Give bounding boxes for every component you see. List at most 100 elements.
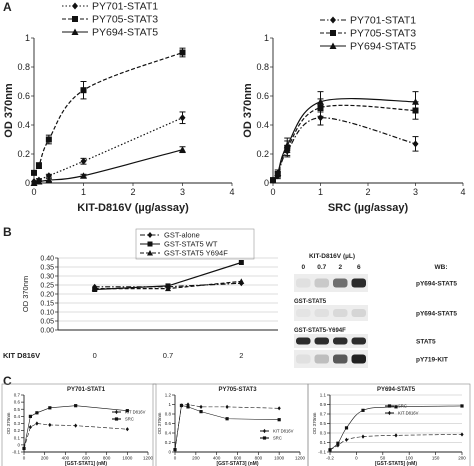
panel-label-a: A (3, 0, 12, 14)
x-axis-label: [GST-STAT3] (nM) (216, 461, 258, 466)
x-tick-label: 3 (180, 187, 185, 197)
legend-marker (387, 410, 392, 416)
blot-band (296, 354, 311, 364)
x-category-label: 2 (239, 351, 243, 360)
data-point (412, 98, 419, 105)
series-gst-stat5-y694f (91, 278, 245, 292)
series-py705-stat3 (31, 47, 186, 176)
series-line (272, 98, 416, 181)
x-axis-label: SRC (µg/assay) (328, 202, 409, 214)
y-tick-label: 0.6 (17, 91, 30, 101)
data-point (460, 404, 464, 408)
legend-label: SRC (398, 403, 407, 408)
blot-band (314, 278, 329, 288)
series-py694-stat5 (269, 91, 419, 184)
chart-a1: 0 0.2 0.4 0.6 0.8 1 0 1 2 3 4 KIT-D816V (µg/assay) O… (3, 1, 235, 214)
data-point (125, 409, 129, 413)
blot-header: KIT-D816V (µL) (309, 253, 355, 260)
y-tick-label: 0.7 (14, 393, 21, 398)
data-point (283, 141, 291, 149)
data-point (179, 403, 184, 408)
blot-wb-label: WB: (435, 264, 448, 271)
x-tick-label: 400 (62, 456, 70, 461)
y-axis-label: OD 370nm (242, 83, 254, 138)
data-point (269, 176, 277, 184)
legend-label: PY694-STAT5 (350, 41, 416, 53)
y-tick-label: 0.5 (14, 407, 21, 412)
data-point (35, 411, 39, 415)
x-tick-label: 50 (380, 456, 386, 461)
x-axis-label: KIT-D816V (µg/assay) (77, 202, 189, 214)
legend-marker (114, 409, 119, 415)
y-tick-label: 1 (168, 402, 171, 407)
x-tick-label: 3 (413, 187, 418, 197)
chart-a2: 0 0.2 0.4 0.6 0.8 1 0 1 2 3 4 SRC (µg/assay) OD 370n… (242, 15, 466, 214)
blot-lane-label: 0 (301, 264, 305, 271)
series-line (329, 405, 463, 451)
blot-row-label: STAT5 (416, 339, 436, 346)
blot-strip (294, 305, 368, 321)
data-point (412, 140, 419, 148)
x-category-label: 0.7 (163, 351, 173, 360)
x-tick-label: 1 (318, 187, 323, 197)
data-point (394, 405, 398, 409)
data-point (317, 98, 324, 105)
legend: SRC KIT D816V (385, 403, 419, 415)
data-point (238, 278, 245, 284)
x-tick-label: 100 (405, 456, 413, 461)
x-tick-label: 200 (192, 456, 200, 461)
blot-row-label: pY694-STAT5 (416, 281, 457, 288)
y-tick-label: 0.10 (40, 309, 54, 316)
y-tick-label: 0.2 (165, 440, 172, 445)
data-point (179, 146, 186, 153)
y-tick-label: 0.00 (40, 327, 54, 334)
legend: KIT D816V SRC (112, 409, 146, 421)
legend-label: GST-STAT5 WT (164, 240, 218, 249)
blot-band (333, 309, 348, 317)
data-point (74, 423, 78, 428)
data-point (361, 408, 365, 412)
x-axis-label: [GST-STAT5] (nM) (375, 461, 417, 466)
legend-marker (262, 428, 267, 434)
y-tick-label: 0 (25, 178, 30, 188)
data-point (28, 414, 33, 418)
blot-band (333, 354, 348, 364)
legend-label: PY705-STAT3 (350, 28, 416, 40)
x-tick-label: 150 (432, 456, 440, 461)
data-point (31, 169, 37, 176)
y-tick-label: 0.25 (40, 282, 54, 289)
legend-frame (135, 228, 255, 260)
data-point (336, 443, 340, 448)
chart-c3: PY694-STAT5 -0.1 0.1 0.3 0.5 0.7 0.9 1.1 -0.2 0 50… (307, 383, 471, 466)
blot-band (296, 309, 311, 317)
x-tick-label: 2 (365, 187, 370, 197)
y-tick-label: -0.1 (318, 450, 326, 455)
y-tick-label: -0.1 (12, 450, 20, 455)
blot-lane-label: 6 (357, 264, 361, 271)
data-point (186, 405, 190, 409)
data-point (48, 406, 52, 410)
legend-marker (330, 16, 336, 24)
blot-band (296, 278, 311, 288)
blot-band (314, 309, 329, 317)
y-tick-label: 0.3 (14, 421, 21, 426)
series-py694-stat5 (30, 146, 186, 186)
series-py705-stat3 (270, 98, 419, 184)
y-tick-label: 1 (25, 33, 30, 43)
x-tick-label: 0 (174, 456, 177, 461)
x-tick-label: 1200 (143, 456, 154, 461)
x-category-prefix: KIT D816V (3, 351, 40, 360)
x-tick-label: 200 (41, 456, 49, 461)
blot-section-title: GST-STAT5-Y694F (294, 328, 346, 334)
blot-band (314, 354, 329, 364)
legend-label: PY705-STAT3 (92, 14, 158, 26)
data-point (336, 441, 340, 445)
y-tick-label: 0.6 (14, 400, 21, 405)
y-axis-label: OD 370nm (3, 83, 15, 138)
data-point (125, 427, 129, 432)
series-py701-stat1 (31, 111, 186, 186)
y-tick-label: 0.8 (165, 412, 172, 417)
data-point (394, 433, 398, 438)
